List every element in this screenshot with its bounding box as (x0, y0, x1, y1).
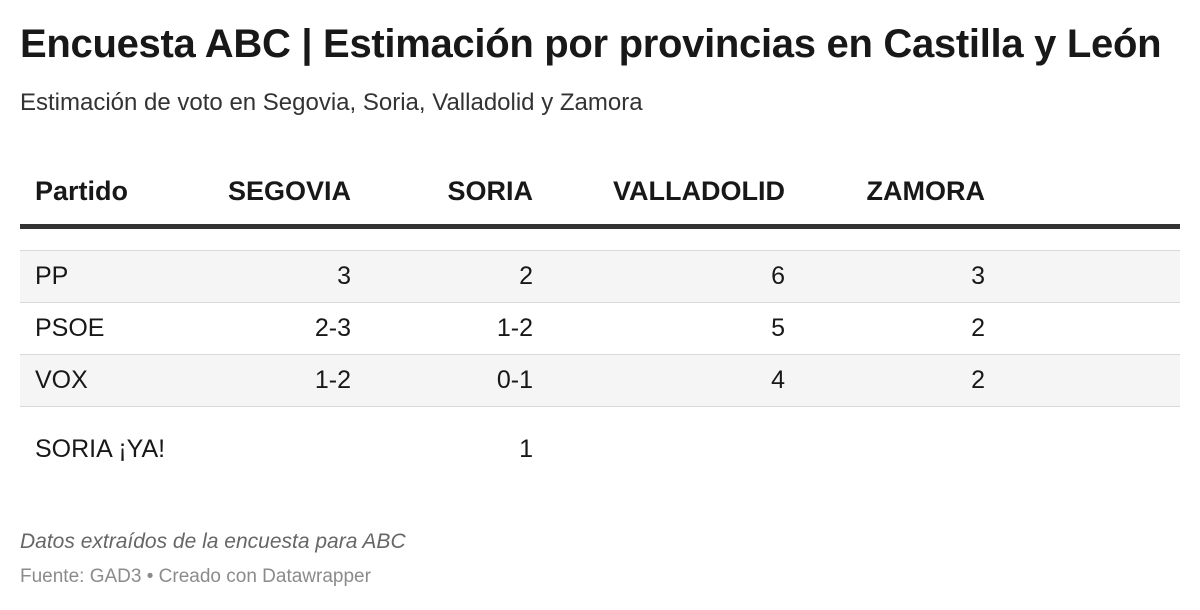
value-cell-segovia: 2-3 (186, 301, 366, 354)
value-cell-segovia: 3 (186, 249, 366, 302)
chart-source-footer: Fuente: GAD3 • Creado con Datawrapper (20, 566, 371, 587)
column-spacer (1000, 160, 1180, 226)
value-cell-soria: 0-1 (366, 353, 548, 406)
results-table: Partido SEGOVIA SORIA VALLADOLID ZAMORA … (20, 160, 1180, 492)
value-cell-segovia (186, 405, 366, 492)
value-cell-soria: 2 (366, 249, 548, 302)
row-spacer (1000, 405, 1180, 492)
value-cell-valladolid (548, 405, 800, 492)
party-cell: PSOE (20, 301, 186, 354)
table-header-row: Partido SEGOVIA SORIA VALLADOLID ZAMORA (20, 160, 1180, 226)
party-cell: PP (20, 249, 186, 302)
value-cell-segovia: 1-2 (186, 353, 366, 406)
column-header-partido: Partido (35, 176, 129, 207)
row-spacer (1000, 249, 1180, 302)
chart-title: Encuesta ABC | Estimación por provincias… (20, 22, 1162, 66)
party-cell: VOX (20, 353, 186, 406)
chart-notes: Datos extraídos de la encuesta para ABC (20, 530, 406, 553)
column-header-segovia: SEGOVIA (227, 176, 351, 207)
value-cell-valladolid: 6 (548, 249, 800, 302)
value-cell-zamora: 2 (800, 353, 1000, 406)
value-cell-soria: 1-2 (366, 301, 548, 354)
table-row-vox: VOX 1-2 0-1 4 2 (20, 353, 1180, 406)
header-divider (20, 223, 1180, 250)
column-header-valladolid: VALLADOLID (613, 176, 785, 207)
value-cell-zamora: 3 (800, 249, 1000, 302)
value-cell-zamora: 2 (800, 301, 1000, 354)
column-header-zamora: ZAMORA (866, 176, 985, 207)
table-row-pp: PP 3 2 6 3 (20, 249, 1180, 302)
table-row-psoe: PSOE 2-3 1-2 5 2 (20, 301, 1180, 354)
table-row-soria-ya: SORIA ¡YA! 1 (20, 405, 1180, 492)
party-cell: SORIA ¡YA! (20, 405, 186, 492)
value-cell-valladolid: 4 (548, 353, 800, 406)
value-cell-valladolid: 5 (548, 301, 800, 354)
row-spacer (1000, 301, 1180, 354)
value-cell-zamora (800, 405, 1000, 492)
column-header-soria: SORIA (447, 176, 533, 207)
row-spacer (1000, 353, 1180, 406)
chart-subtitle: Estimación de voto en Segovia, Soria, Va… (20, 89, 643, 116)
value-cell-soria: 1 (366, 405, 548, 492)
